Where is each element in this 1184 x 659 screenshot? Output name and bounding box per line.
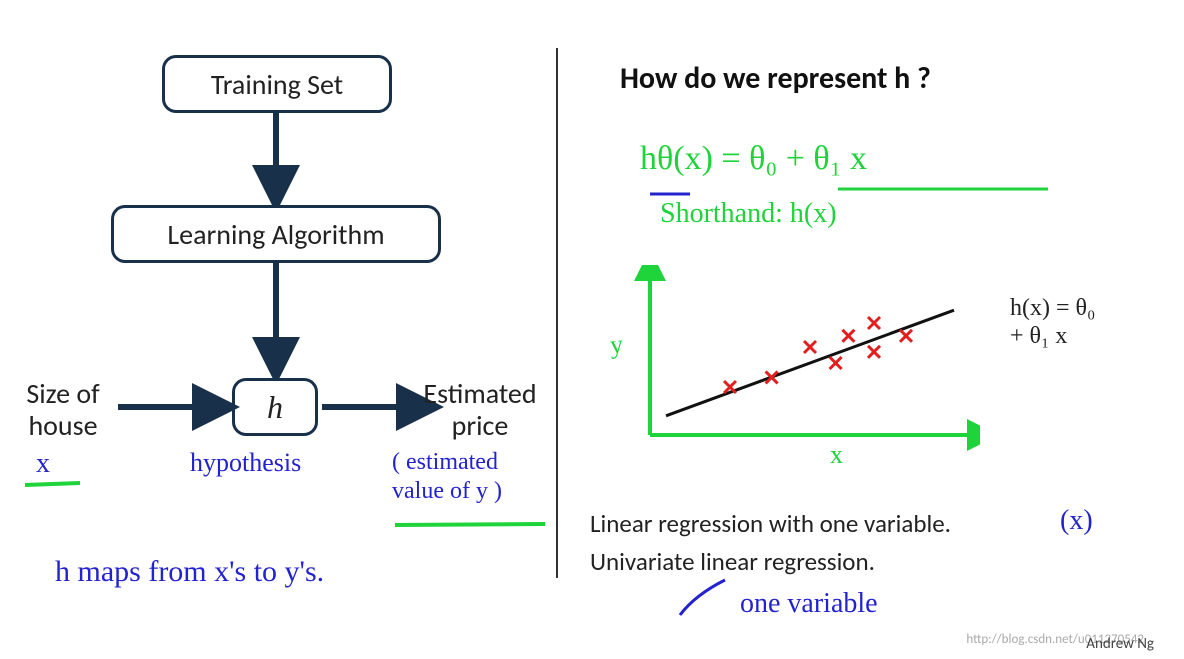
chart-y-label: y xyxy=(609,329,625,360)
underline-htheta-sub xyxy=(650,190,690,198)
chart-side-formula: h(x) = θ₀ + θ₁ x xyxy=(1010,295,1095,350)
arrow-learning-to-h xyxy=(264,263,288,373)
underline-x xyxy=(25,480,80,490)
box-learning-label: Learning Algorithm xyxy=(167,217,384,252)
shorthand-label: Shorthand: h(x) xyxy=(660,198,837,230)
box-h-label: h xyxy=(267,389,283,426)
label-size-of-house: Size of house xyxy=(8,378,118,442)
anno-estimated-value: ( estimated value of y ) xyxy=(392,448,502,506)
anno-hypothesis: hypothesis xyxy=(190,448,301,478)
arrow-one-variable xyxy=(675,580,735,620)
formula-h-theta: hθ(x) = θ₀ + θ₁ x xyxy=(640,140,867,178)
footer-author: Andrew Ng xyxy=(1086,635,1154,653)
arrow-training-to-learning xyxy=(264,113,288,201)
anno-x: x xyxy=(36,448,50,480)
label-estimated-price: Estimated price xyxy=(410,378,550,442)
box-training-label: Training Set xyxy=(211,67,343,102)
box-h: h xyxy=(232,378,318,436)
anno-h-maps: h maps from x's to y's. xyxy=(55,555,324,589)
box-training-set: Training Set xyxy=(162,55,392,113)
title-how-represent-h: How do we represent h ? xyxy=(620,60,931,97)
vertical-divider xyxy=(556,48,558,578)
text-linear-regression-1: Linear regression with one variable. xyxy=(590,510,951,539)
underline-est xyxy=(395,520,545,530)
underline-formula xyxy=(838,185,1048,193)
arrow-x-to-h xyxy=(118,395,228,419)
title-text: How do we represent h ? xyxy=(620,60,931,97)
chart-x-label: x xyxy=(830,440,843,470)
text-linear-regression-2: Univariate linear regression. xyxy=(590,548,875,577)
anno-one-variable: one variable xyxy=(740,588,878,620)
box-learning-algorithm: Learning Algorithm xyxy=(111,205,441,263)
scatter-linear-chart xyxy=(620,265,980,455)
anno-x-paren: (x) xyxy=(1060,505,1093,537)
